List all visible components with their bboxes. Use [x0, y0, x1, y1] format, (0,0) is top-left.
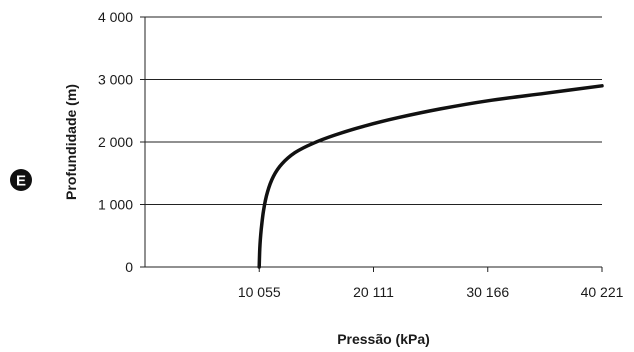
y-tick-label: 3 000 [98, 72, 133, 88]
grid-lines [145, 16, 602, 205]
x-tick-label: 40 221 [581, 284, 624, 300]
x-tick-label: 20 111 [353, 284, 394, 300]
y-tick-label: 4 000 [98, 9, 133, 25]
x-tick-label: 10 055 [238, 284, 281, 300]
x-axis-title: Pressão (kPa) [337, 331, 430, 347]
option-badge: E [10, 169, 32, 191]
x-tick-label: 30 166 [466, 284, 509, 300]
y-tick-label: 2 000 [98, 134, 133, 150]
y-tick-label: 1 000 [98, 197, 133, 213]
y-tick-label: 0 [125, 259, 133, 275]
pressure-depth-curve [257, 84, 604, 269]
option-badge-letter: E [16, 173, 26, 190]
ticks [140, 16, 603, 272]
tick-labels: 0 1 000 2 000 3 000 4 000 10 055 20 111 30 166 4… [98, 9, 624, 300]
option-badge-circle [10, 169, 32, 191]
y-axis-title: Profundidade (m) [63, 84, 79, 200]
